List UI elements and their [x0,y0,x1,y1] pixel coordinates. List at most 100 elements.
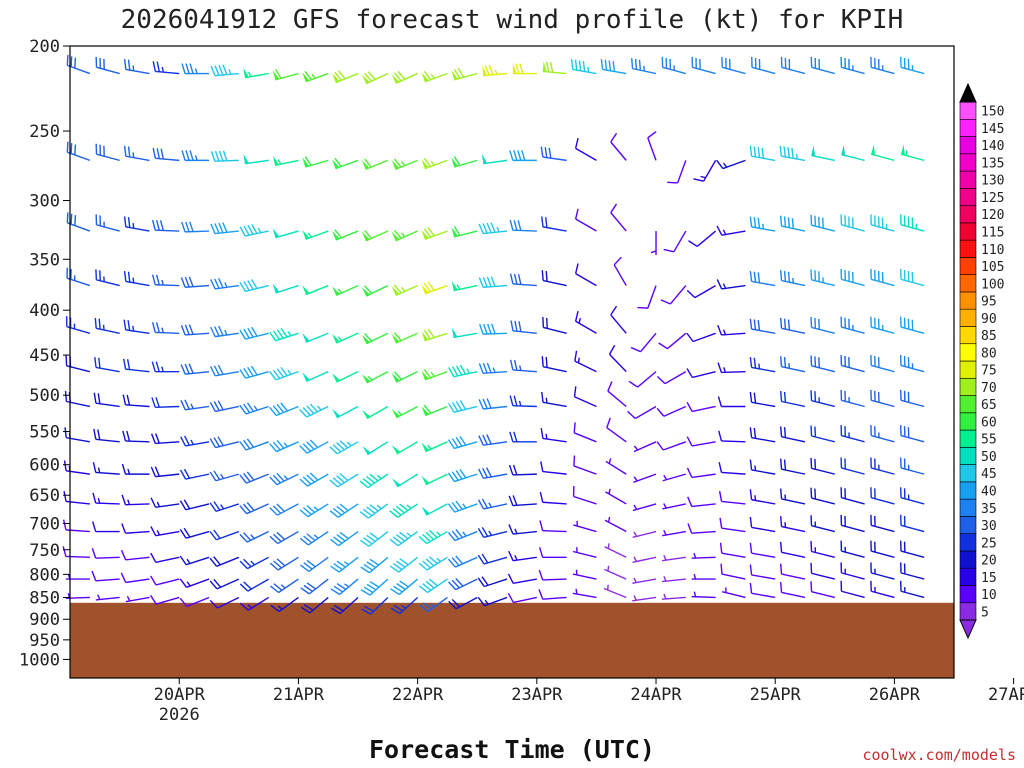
colorbar-swatch [959,429,977,448]
wind-barb [870,425,895,443]
wind-barb [64,391,91,408]
x-axis-label: Forecast Time (UTC) [369,735,655,764]
barb-half-feather [132,222,135,229]
barb-feather [549,61,554,73]
barb-feather [66,141,69,153]
barb-feather [122,430,127,442]
barb-feather [243,532,252,541]
wind-barb [269,503,299,516]
wind-barb [151,274,180,287]
barb-feather [540,461,544,472]
wind-barb [779,458,806,475]
wind-barb [779,270,806,287]
barb-feather [329,510,339,518]
barb-half-feather [492,367,496,373]
wind-barb [181,150,210,162]
barb-feather [303,584,313,592]
wind-barb [691,56,716,75]
barb-feather [126,359,131,370]
barb-shaft [647,285,657,309]
barb-feather [389,565,400,573]
wind-barb [209,400,239,413]
barb-feather [519,63,524,74]
barb-feather [451,471,459,481]
barb-half-feather [650,250,657,254]
barb-half-feather [247,604,253,609]
wind-barb [541,270,567,287]
wind-barb [123,145,150,162]
barb-feather [783,357,787,368]
barb-half-feather [156,501,161,507]
barb-feather [127,59,131,71]
barb-feather [478,435,484,446]
barb-half-feather [577,357,580,363]
barb-feather [98,318,101,330]
barb-shaft [721,500,746,505]
wind-barb [900,580,925,599]
barb-feather [92,462,97,473]
barb-shaft [575,272,597,287]
barb-feather [787,271,791,283]
barb-half-feather [406,504,412,509]
wind-barb [150,552,180,563]
wind-barb [150,466,180,478]
barb-feather [276,558,286,567]
barb-shaft [692,370,716,379]
barb-pennant [272,228,280,238]
barb-feather [447,558,456,568]
barb-feather [447,531,456,541]
wind-barb [447,435,478,450]
barb-feather [455,401,463,411]
wind-barb [299,530,329,546]
wind-barb [509,359,537,373]
wind-barb [608,344,627,373]
barb-feather [607,381,613,392]
barb-feather [395,534,406,542]
barb-feather [364,605,374,612]
barb-pennant [421,331,429,341]
barb-feather [508,464,514,476]
barb-feather [574,263,579,274]
barb-feather [239,441,247,451]
wind-barb [302,70,329,83]
wind-barb [574,138,597,161]
barb-feather [364,285,373,294]
barb-shaft [900,467,925,475]
wind-barb [62,546,90,559]
wind-barb [900,514,925,533]
wind-barb [451,327,478,339]
wind-barb [720,563,746,580]
barb-half-feather [194,155,198,161]
barb-half-feather [462,531,467,537]
wind-barb [299,472,329,487]
wind-barb [810,515,835,533]
barb-half-feather [277,605,283,610]
wind-barb [329,473,359,488]
barb-feather [482,363,488,374]
wind-barb [95,214,120,232]
barb-feather [74,144,77,155]
barb-pennant [391,160,400,170]
barb-half-feather [496,226,500,233]
barb-shaft [542,596,567,600]
barb-feather [783,459,787,471]
barb-feather [452,366,459,377]
barb-feather [455,555,464,565]
wind-barb [749,459,776,475]
wind-barb [686,436,716,447]
barb-feather [399,558,409,566]
barb-feather [428,578,438,587]
colorbar-label: 145 [981,122,1004,137]
barb-half-feather [545,397,548,404]
barb-feather [393,371,402,381]
barb-feather [251,279,258,289]
barb-shaft [247,556,269,570]
barb-feather [276,439,285,449]
barb-feather [422,583,432,591]
wind-barb [510,320,537,334]
wind-barb [691,591,716,599]
barb-feather [299,478,308,487]
barb-feather [300,587,310,595]
barb-feather [213,501,221,511]
colorbar-label: 55 [981,433,997,448]
